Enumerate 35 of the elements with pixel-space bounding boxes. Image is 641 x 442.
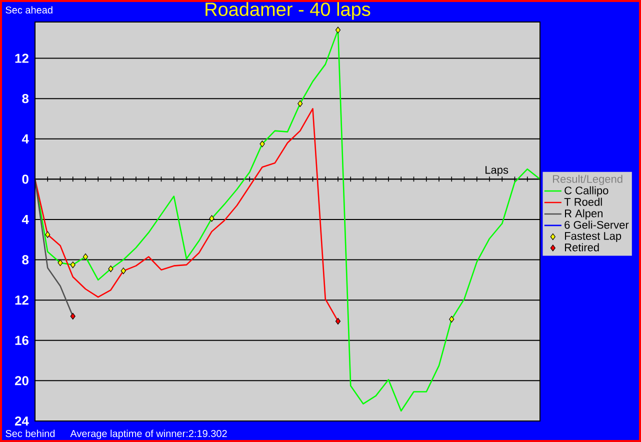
y-tick-label: 0 [22,174,28,184]
y-tick-label: 8 [22,255,29,264]
y-tick-label: 16 [15,336,29,345]
point [298,100,303,107]
point [335,26,341,34]
point [70,262,76,268]
legend-label: 6 Geli-Server [564,220,629,229]
y-axis-title: Sec ahead [6,6,52,14]
point [108,266,114,272]
text: Average laptime of winner:2:19.302 [70,430,227,440]
point [209,215,214,222]
y-tick-label: 12 [15,54,28,63]
point [449,316,454,323]
chart-title: Roadamer - 40 laps [206,2,370,20]
point [58,260,63,266]
legend-label: R Alpen [565,209,602,220]
text: Sec behind [6,430,55,438]
y-tick-label: 4 [22,134,29,144]
point [82,253,88,260]
point [70,312,76,320]
legend-label: C Callipo [564,186,608,197]
legend-label: Retired [565,243,599,252]
legend-title: Result/Legend [553,174,622,186]
legend-label: Fastest Lap [565,232,622,242]
y-tick-label: 4 [22,215,29,224]
point [335,318,341,325]
point [120,268,126,274]
legend-label: T Roedl [564,198,602,206]
x-axis-title: Laps [486,166,508,176]
point [45,231,50,238]
y-tick-label: 8 [22,94,29,104]
y-tick-label: 20 [14,376,28,386]
point [260,140,265,148]
y-tick-label: 12 [15,296,28,305]
y-tick-label: 24 [14,416,29,426]
